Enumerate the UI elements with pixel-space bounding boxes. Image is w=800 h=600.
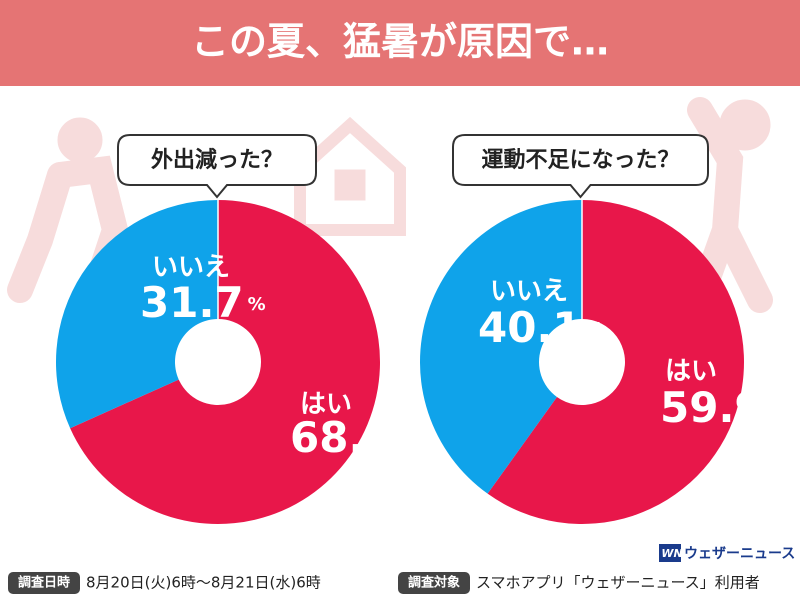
donut-slice	[487, 200, 744, 524]
target-label: 調査対象	[408, 575, 460, 591]
category-label: いいえ	[490, 277, 568, 307]
category-label: はい	[300, 390, 352, 420]
value-number: 68.3	[290, 413, 394, 462]
callout-bubble	[117, 134, 317, 199]
target-badge	[398, 572, 470, 594]
donut-slice	[420, 200, 582, 494]
background-icons	[7, 97, 773, 313]
callout-bubble	[452, 134, 709, 199]
donut-slice	[56, 200, 219, 429]
category-label: いいえ	[152, 253, 230, 283]
chart-title: 運動不足になった？	[481, 148, 679, 173]
value-label: 31.7%	[140, 278, 266, 327]
value-number: 59.9	[660, 383, 764, 432]
value-number: 31.7	[140, 278, 244, 327]
value-label: 40.1%	[478, 303, 604, 352]
chart-title: 外出減った？	[151, 147, 283, 173]
value-label: 59.9%	[660, 383, 786, 432]
value-unit: %	[248, 294, 266, 315]
category-label: はい	[665, 357, 717, 387]
value-unit: %	[398, 429, 416, 450]
logo-mark	[659, 544, 681, 562]
value-unit: %	[768, 399, 786, 420]
target: スマホアプリ「ウェザーニュース」利用者	[476, 574, 760, 592]
logo: ウェザーニュース	[684, 546, 795, 562]
value-label: 68.3%	[290, 413, 416, 462]
value-unit: %	[586, 319, 604, 340]
date-label: 調査日時	[18, 575, 70, 591]
donut-slice	[70, 200, 380, 524]
logo-mark-text: WN	[661, 547, 682, 560]
value-number: 40.1	[478, 303, 582, 352]
date-badge	[8, 572, 80, 594]
date: 8月20日(火)6時〜8月21日(水)6時	[86, 574, 321, 592]
header-band	[0, 0, 800, 86]
title: この夏、猛暑が原因で…	[191, 20, 609, 64]
